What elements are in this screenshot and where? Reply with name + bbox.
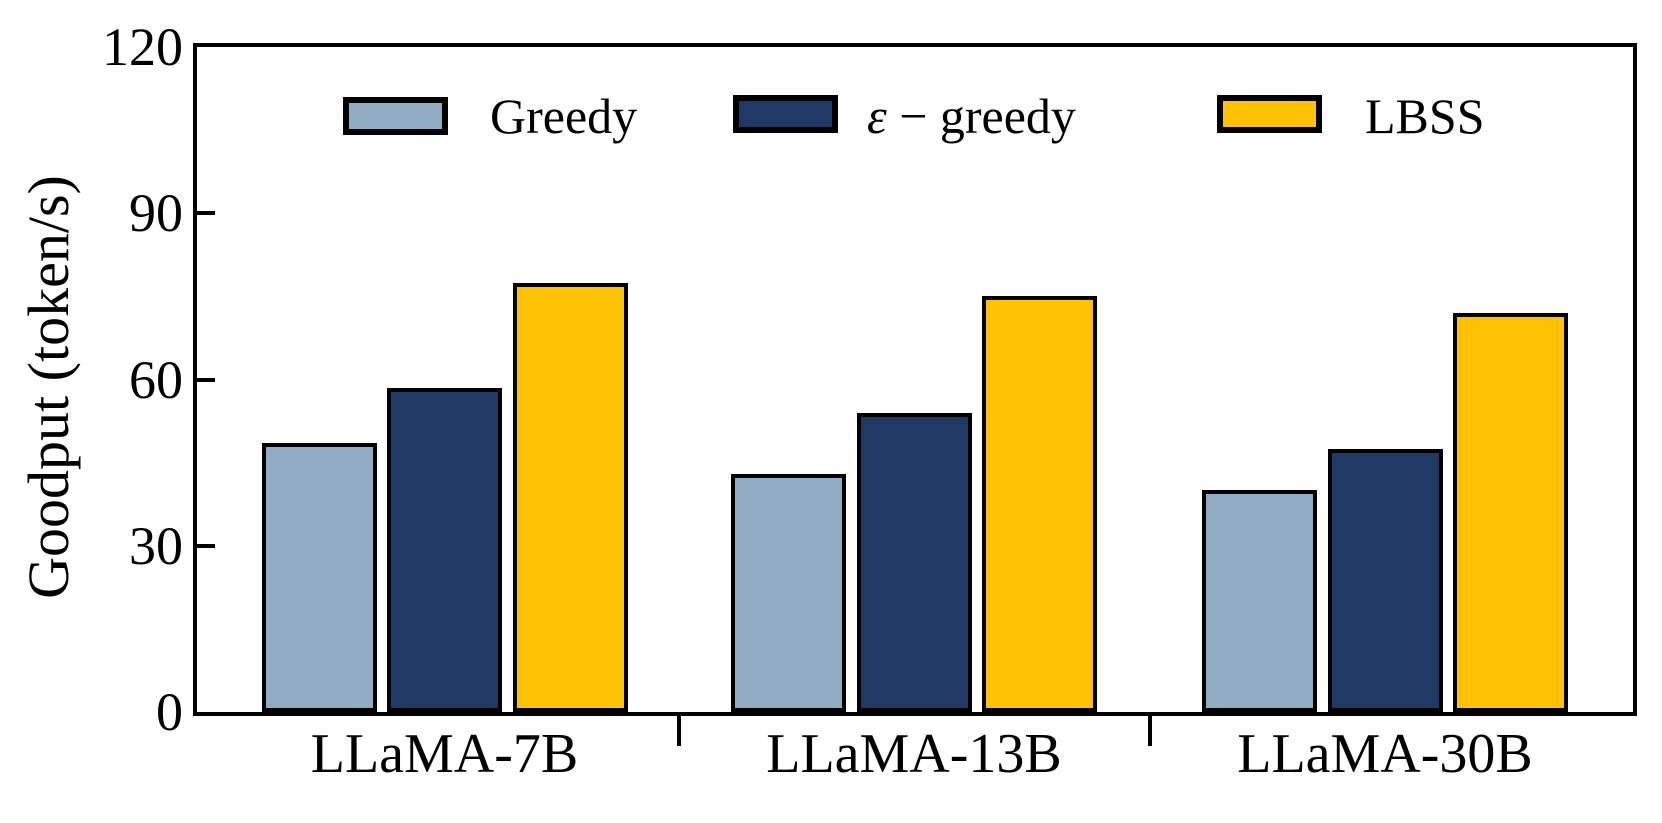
y-tick-label-90: 90	[129, 183, 183, 244]
x-category-label-llama-13b: LLaMA-13B	[766, 723, 1062, 785]
y-tick-label-60: 60	[129, 349, 183, 410]
x-tick-mark-2	[1147, 712, 1152, 746]
bar-greedy-llama-30b	[1202, 490, 1317, 712]
bar-greedy-llama-7b	[387, 387, 502, 712]
legend-swatch-lbss	[1217, 95, 1322, 133]
y-tick-mark-60	[197, 377, 215, 382]
legend-swatch-greedy	[343, 97, 448, 135]
legend-swatch-greedy	[733, 95, 838, 133]
bar-lbss-llama-7b	[512, 282, 628, 712]
x-tick-mark-1	[677, 712, 682, 746]
bar-lbss-llama-30b	[1453, 313, 1568, 712]
y-tick-mark-30	[197, 543, 215, 548]
legend-label-greedy: Greedy	[490, 88, 638, 144]
bar-greedy-llama-30b	[1327, 448, 1443, 712]
legend-label-lbss: LBSS	[1365, 88, 1485, 144]
bar-greedy-llama-13b	[731, 473, 846, 712]
legend-label-greedy: ε − greedy	[867, 88, 1076, 144]
y-tick-label-30: 30	[129, 515, 183, 576]
bar-lbss-llama-13b	[982, 296, 1097, 712]
y-tick-label-120: 120	[102, 17, 183, 77]
y-tick-mark-90	[197, 211, 215, 216]
y-tick-label-0: 0	[156, 682, 183, 742]
bar-greedy-llama-13b	[856, 412, 972, 712]
x-category-label-llama-30b: LLaMA-30B	[1237, 723, 1533, 785]
bar-greedy-llama-7b	[261, 443, 377, 712]
x-category-label-llama-7b: LLaMA-7B	[310, 723, 579, 785]
